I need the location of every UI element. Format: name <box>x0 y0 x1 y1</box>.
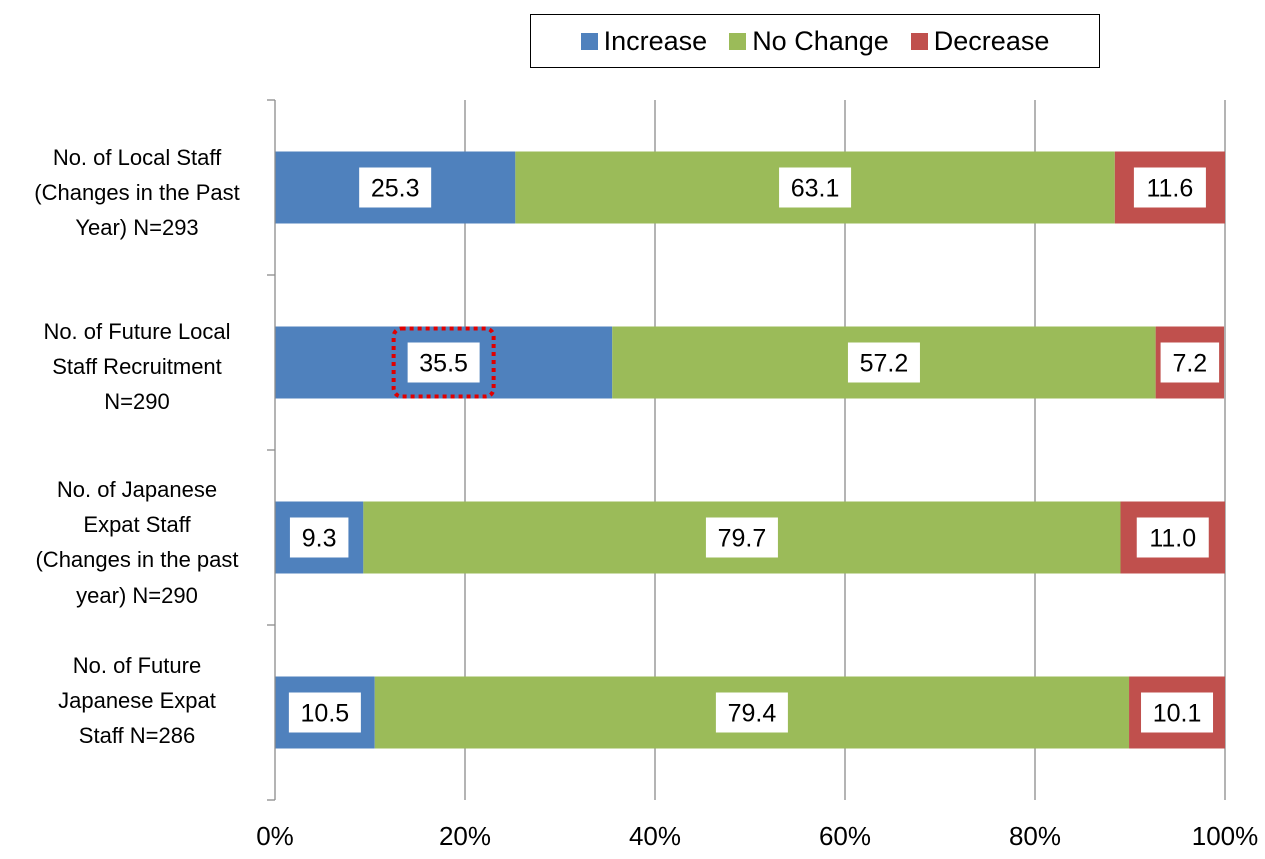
data-label: 79.4 <box>728 700 777 728</box>
data-label-box <box>359 167 432 208</box>
data-label-box <box>289 517 349 558</box>
data-label: 25.3 <box>371 175 420 203</box>
legend-item-decrease: Decrease <box>910 25 1050 57</box>
x-tick-labels: 0% 20% 40% 60% 80% 100% <box>256 821 1258 851</box>
axes <box>267 99 276 801</box>
category-label-future-japanese-expat: No. of Future Japanese Expat Staff N=286 <box>58 653 216 749</box>
data-label: 63.1 <box>791 175 840 203</box>
legend-label-no-change: No Change <box>752 25 889 56</box>
data-labels: 25.3 63.1 11.6 35.5 57.2 7.2 9.3 79.7 11.0 10.5 79… <box>288 167 1220 733</box>
data-label: 57.2 <box>860 350 909 378</box>
x-tick-label: 100% <box>1192 821 1259 851</box>
category-label-local-staff-past-year: No. of Local Staff (Changes in the Past … <box>34 145 240 241</box>
x-tick-label: 60% <box>819 821 871 851</box>
data-label-box <box>847 342 920 383</box>
x-tick-label: 0% <box>256 821 294 851</box>
data-label: 11.0 <box>1149 525 1196 553</box>
legend-label-decrease: Decrease <box>933 25 1050 56</box>
legend-swatch-no-change <box>729 32 747 50</box>
legend-item-no-change: No Change <box>729 26 889 57</box>
data-label: 10.1 <box>1153 700 1202 728</box>
data-label-box <box>1160 342 1220 383</box>
data-label-box <box>1136 517 1209 558</box>
data-label: 9.3 <box>302 525 337 553</box>
data-label: 11.6 <box>1146 175 1193 203</box>
data-label-box <box>705 517 778 558</box>
data-label-box <box>288 692 361 733</box>
legend-item-increase: Increase <box>580 25 708 57</box>
legend-swatch-increase <box>580 32 598 50</box>
bars <box>275 151 1225 749</box>
data-label: 79.7 <box>718 525 767 553</box>
category-label-future-local-staff: No. of Future Local Staff Recruitment N=… <box>43 319 231 415</box>
data-label: 35.5 <box>419 350 468 378</box>
legend-swatch-decrease <box>910 32 928 50</box>
data-label-box <box>1141 692 1214 733</box>
data-label-box <box>715 692 788 733</box>
highlight-marker <box>391 326 496 399</box>
x-tick-label: 20% <box>439 821 491 851</box>
x-tick-label: 80% <box>1009 821 1061 851</box>
category-label-japanese-expat-past-year: No. of Japanese Expat Staff (Changes in … <box>35 477 239 608</box>
data-label-box <box>779 167 852 208</box>
data-label-box <box>407 342 480 383</box>
data-label-box <box>1133 167 1206 208</box>
chart-legend: Increase No Change Decrease <box>530 14 1100 68</box>
data-label: 7.2 <box>1172 350 1207 378</box>
legend-label-increase: Increase <box>603 25 708 56</box>
data-label: 10.5 <box>301 700 350 728</box>
x-tick-label: 40% <box>629 821 681 851</box>
